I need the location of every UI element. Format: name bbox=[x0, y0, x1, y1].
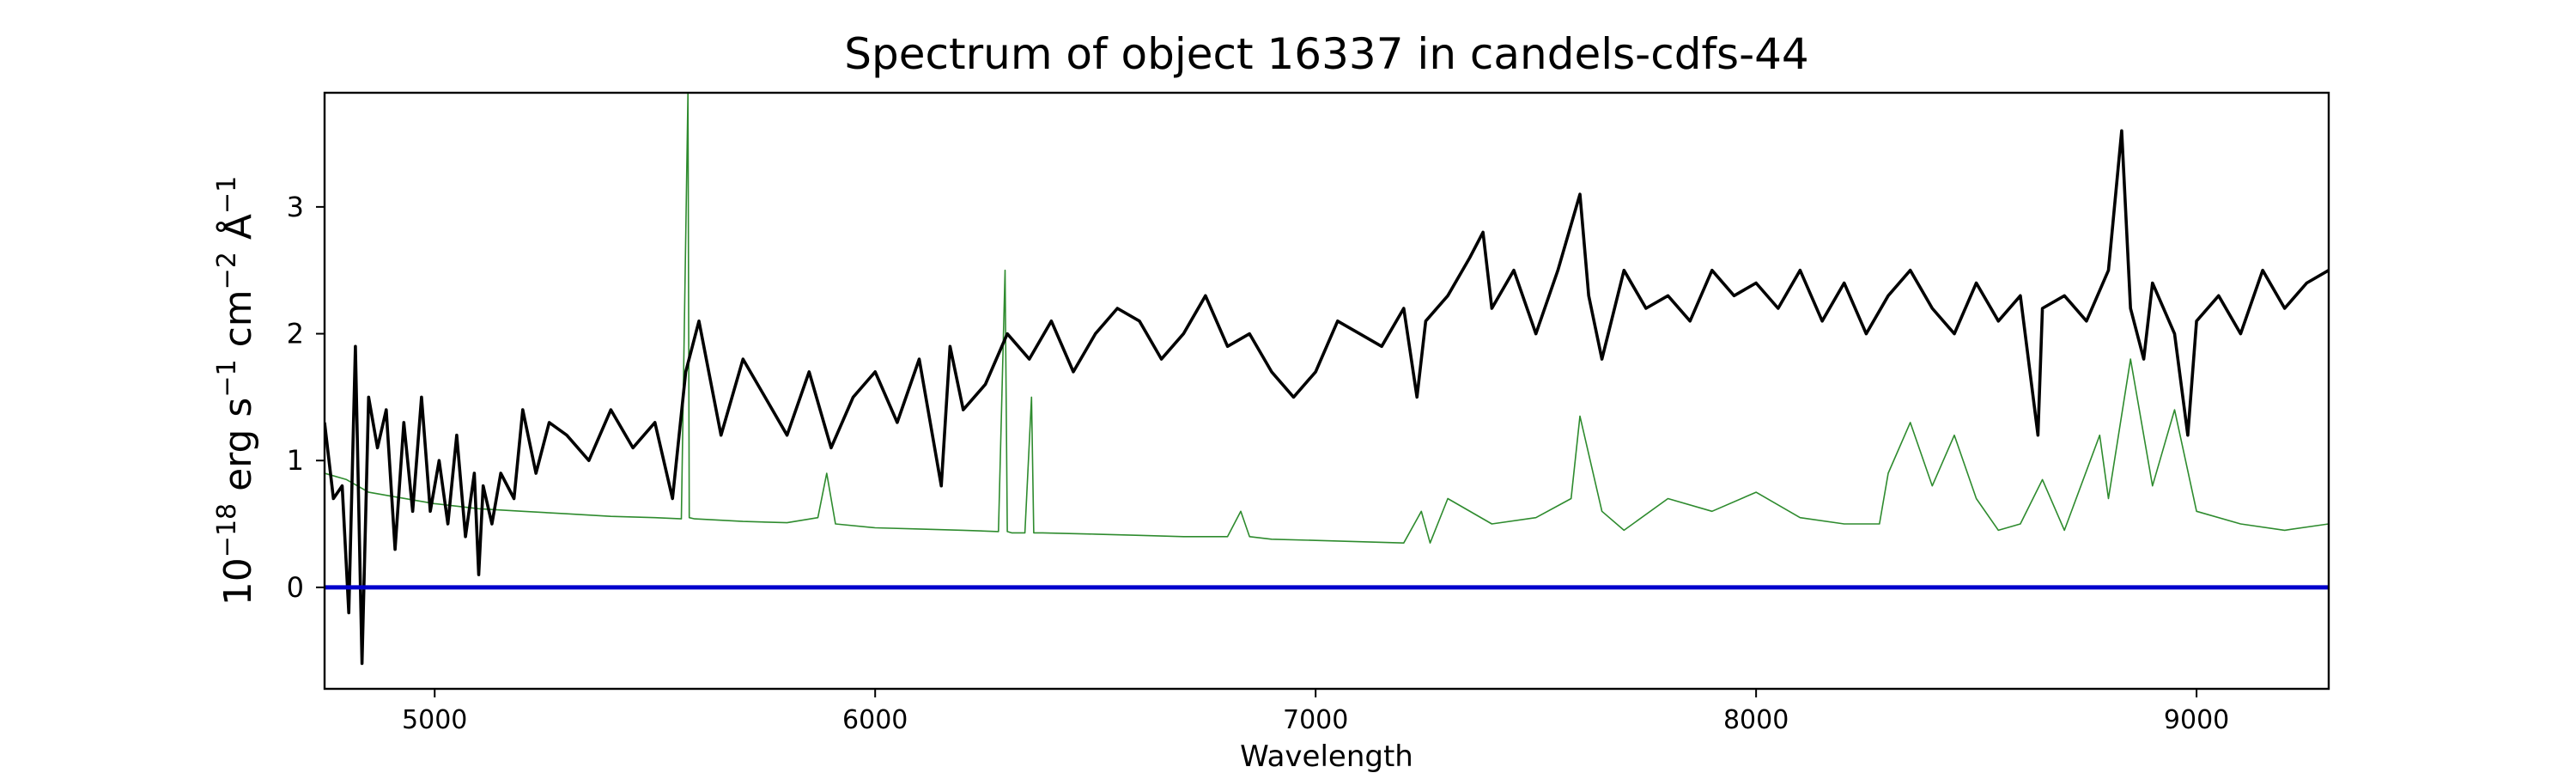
y-ticks: 0 1 2 3 bbox=[287, 191, 325, 604]
error-series-line bbox=[325, 93, 2329, 544]
y-axis-label: 10−18 erg s−1 cm−2 Å−1 bbox=[212, 176, 260, 606]
x-axis-label: Wavelength bbox=[1240, 740, 1413, 773]
x-tick-label: 5000 bbox=[402, 705, 467, 735]
x-tick-label: 9000 bbox=[2164, 705, 2229, 735]
y-tick-label: 2 bbox=[287, 318, 304, 350]
plot-area bbox=[325, 93, 2329, 666]
flux-series-line bbox=[325, 129, 2329, 666]
plot-frame bbox=[323, 91, 2330, 691]
y-tick-label: 1 bbox=[287, 444, 304, 477]
y-tick-label: 0 bbox=[287, 571, 304, 604]
x-tick-label: 8000 bbox=[1723, 705, 1789, 735]
y-tick-label: 3 bbox=[287, 191, 304, 223]
chart-title: Spectrum of object 16337 in candels-cdfs… bbox=[844, 29, 1809, 79]
x-tick-label: 6000 bbox=[842, 705, 908, 735]
x-tick-label: 7000 bbox=[1283, 705, 1348, 735]
x-ticks: 5000 6000 7000 8000 9000 bbox=[402, 689, 2229, 735]
